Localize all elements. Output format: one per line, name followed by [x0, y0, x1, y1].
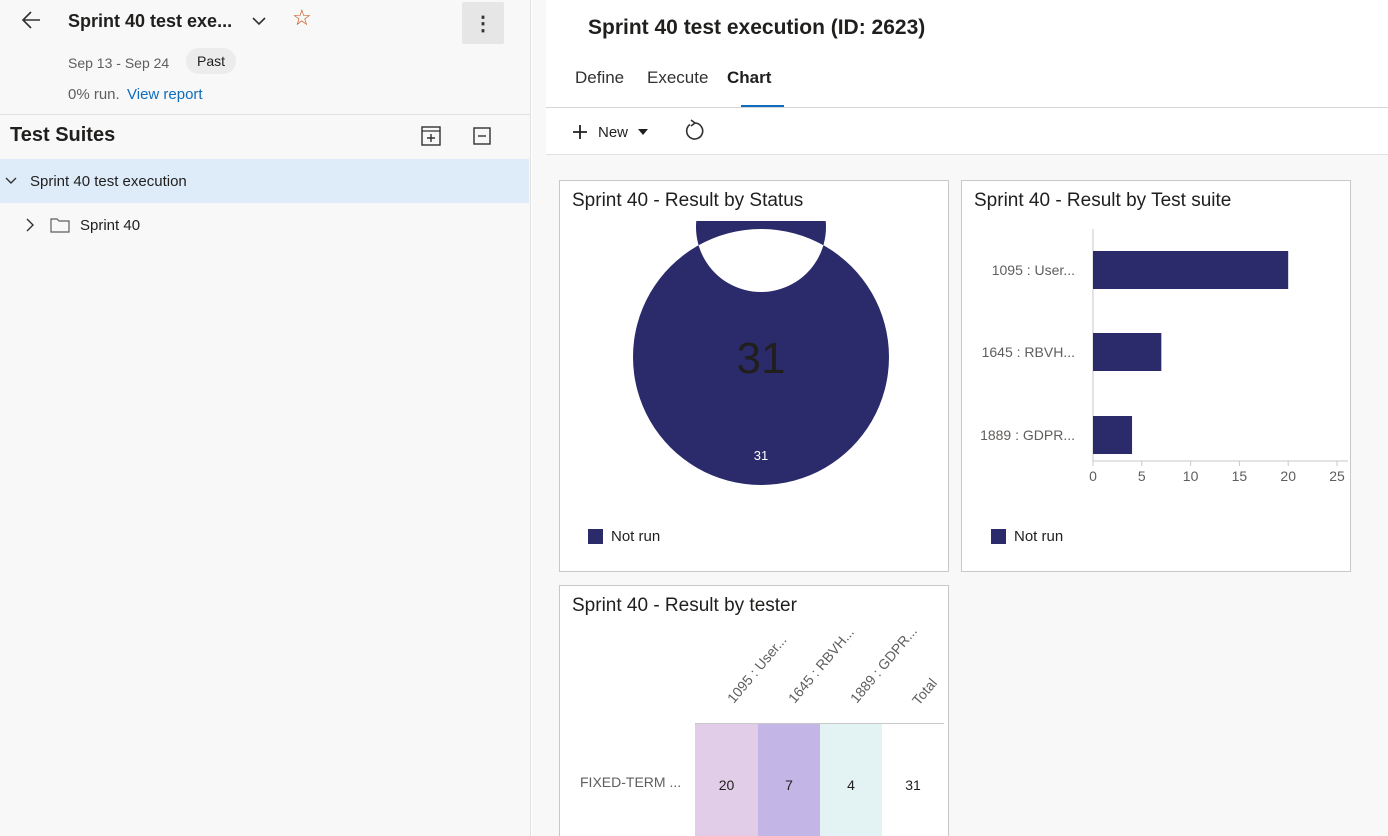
tree-item-sprint-40[interactable]: Sprint 40 [0, 205, 529, 245]
folder-icon [50, 218, 70, 233]
refresh-icon[interactable] [682, 118, 708, 144]
more-options-button[interactable]: ⋮ [462, 2, 504, 44]
chevron-down-icon[interactable] [3, 173, 19, 189]
table-cell-total: 31 [882, 724, 944, 836]
chart-card-result-by-test-suite[interactable]: Sprint 40 - Result by Test suite 1095 : … [961, 180, 1351, 572]
column-header: 1645 : RBVH... [784, 624, 858, 706]
tree-item-root-suite[interactable]: Sprint 40 test execution [0, 159, 529, 203]
test-suites-heading: Test Suites [10, 124, 116, 146]
collapse-all-icon[interactable] [469, 123, 495, 149]
row-header: FIXED-TERM ... [580, 774, 682, 790]
chart-legend: Not run [588, 528, 660, 545]
chart-toolbar: New [546, 108, 1388, 155]
active-tab-indicator [741, 105, 784, 107]
category-tick-label: 1645 : RBVH... [982, 344, 1075, 360]
tab-execute[interactable]: Execute [647, 68, 709, 87]
chart-title: Sprint 40 - Result by Status [572, 190, 804, 211]
chart-card-result-by-status[interactable]: Sprint 40 - Result by Status 31 31 Not ru… [559, 180, 949, 572]
tabs-divider [546, 107, 1388, 108]
chart-card-result-by-tester[interactable]: Sprint 40 - Result by tester 1095 : User… [559, 585, 949, 836]
donut-chart: 31 31 [633, 221, 889, 485]
table-cell: 4 [820, 724, 882, 836]
tab-define[interactable]: Define [575, 68, 625, 87]
category-tick-label: 1889 : GDPR... [980, 427, 1075, 443]
x-tick-label: 10 [1183, 468, 1199, 484]
tree-item-label: Sprint 40 test execution [30, 173, 187, 190]
category-tick-label: 1095 : User... [992, 262, 1075, 278]
x-tick-label: 0 [1089, 468, 1097, 484]
tree-item-label: Sprint 40 [80, 217, 141, 234]
legend-label: Not run [611, 528, 661, 545]
chevron-right-icon[interactable] [22, 217, 38, 233]
back-arrow-icon[interactable] [18, 6, 46, 34]
donut-slice-not-run[interactable] [633, 221, 889, 485]
donut-center-total: 31 [737, 334, 786, 383]
chart-title: Sprint 40 - Result by Test suite [974, 190, 1232, 211]
right-pane: Sprint 40 test execution (ID: 2623) Defi… [532, 0, 1388, 836]
expand-all-icon[interactable] [418, 123, 444, 149]
chevron-down-icon[interactable] [248, 10, 270, 32]
column-header: 1095 : User... [723, 631, 790, 706]
bar[interactable] [1093, 251, 1289, 289]
favorite-star-icon[interactable]: ☆ [292, 5, 312, 30]
table-cell: 20 [695, 724, 758, 836]
x-tick-label: 15 [1232, 468, 1248, 484]
page-title: Sprint 40 test execution (ID: 2623) [588, 16, 926, 39]
x-tick-label: 5 [1138, 468, 1146, 484]
x-tick-label: 20 [1280, 468, 1296, 484]
slice-data-label: 31 [754, 448, 768, 463]
chart-legend: Not run [991, 528, 1063, 545]
header-divider [695, 723, 944, 724]
column-header: Total [908, 675, 941, 708]
x-tick-label: 25 [1329, 468, 1345, 484]
new-button-label: New [598, 123, 629, 141]
legend-swatch [588, 529, 603, 544]
run-percent: 0% run. [68, 86, 120, 103]
view-report-link[interactable]: View report [127, 86, 203, 103]
divider [0, 114, 531, 115]
table-cell: 7 [758, 724, 820, 836]
legend-swatch [991, 529, 1006, 544]
left-pane: Sprint 40 test exe... ☆ ⋮ Sep 13 - Sep 2… [0, 0, 531, 836]
plan-title: Sprint 40 test exe... [68, 11, 233, 31]
new-chart-button[interactable]: New [572, 120, 649, 144]
plan-dates: Sep 13 - Sep 24 [68, 55, 170, 71]
bar[interactable] [1093, 333, 1162, 371]
plus-icon [573, 125, 587, 139]
legend-label: Not run [1014, 528, 1064, 545]
bar[interactable] [1093, 416, 1133, 454]
caret-down-icon [638, 129, 649, 135]
chart-title: Sprint 40 - Result by tester [572, 595, 797, 616]
status-badge: Past [186, 48, 237, 74]
column-header: 1889 : GDPR... [846, 622, 921, 706]
bar-chart: 1095 : User... 1645 : RBVH... 1889 : GDPR.… [980, 229, 1348, 484]
page-header: Sprint 40 test execution (ID: 2623) Defi… [546, 0, 1388, 108]
tab-chart[interactable]: Chart [727, 68, 772, 87]
